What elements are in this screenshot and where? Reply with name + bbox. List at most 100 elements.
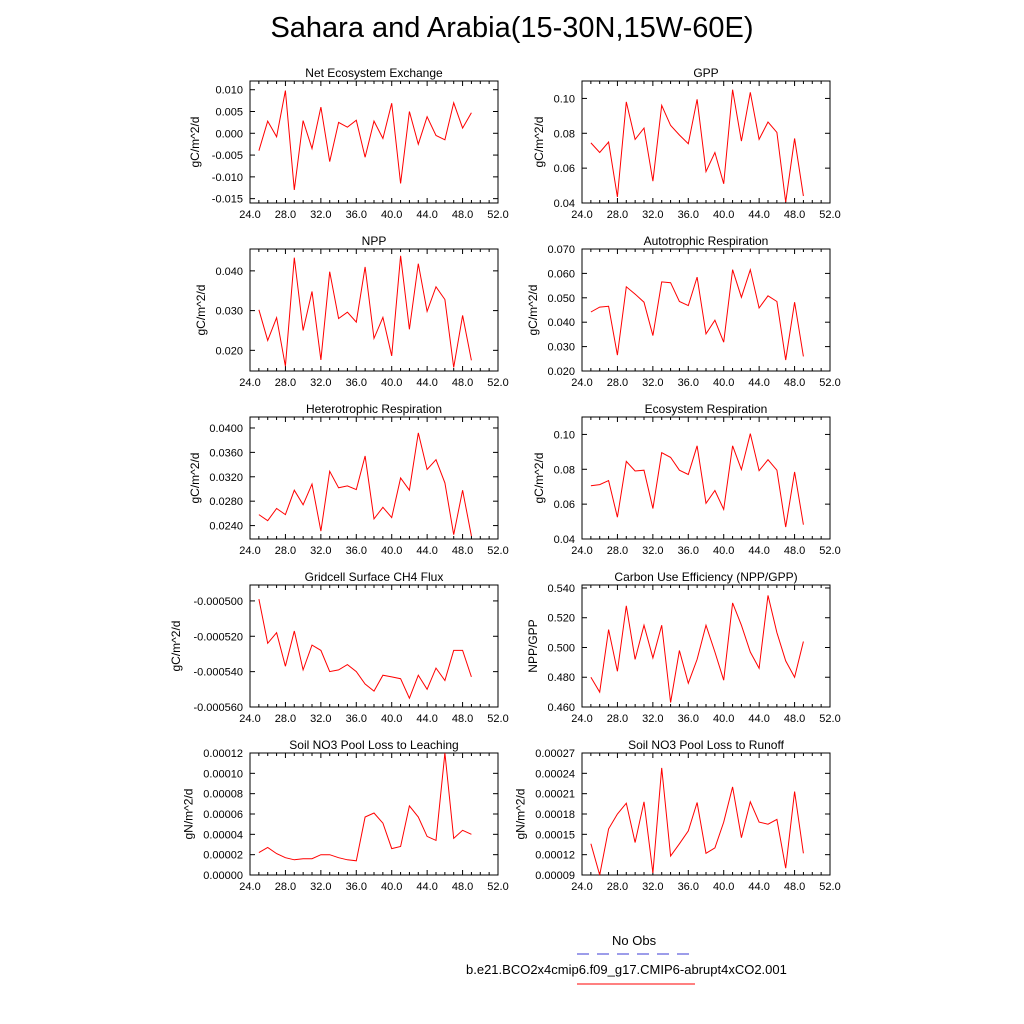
data-point [285,857,286,858]
data-point [391,103,392,104]
x-tick-label: 32.0 [642,881,663,893]
data-point [258,150,259,151]
data-point [617,814,618,815]
data-point [714,152,715,153]
data-point [635,294,636,295]
y-axis-label: gC/m^2/d [188,453,202,504]
x-tick-label: 40.0 [713,377,734,389]
x-tick-label: 28.0 [275,881,296,893]
data-point [391,676,392,677]
data-point [347,127,348,128]
y-tick-label: 0.08 [554,128,575,140]
data-point [453,650,454,651]
data-point [670,856,671,857]
x-tick-label: 32.0 [310,209,331,221]
y-tick-label: -0.000560 [193,702,243,714]
data-point [312,484,313,485]
data-point [338,487,339,488]
data-point [608,480,609,481]
data-point [294,490,295,491]
data-point [776,470,777,471]
data-point [267,340,268,341]
data-point [644,625,645,626]
data-point [329,671,330,672]
data-point [462,315,463,316]
plot-frame [581,248,831,372]
y-tick-label: 0.030 [547,342,575,354]
data-point [785,360,786,361]
data-point [670,702,671,703]
data-point [626,101,627,102]
x-tick-label: 36.0 [678,209,699,221]
data-point [356,671,357,672]
data-point [471,535,472,536]
y-axis-label: gC/m^2/d [532,453,546,504]
chart-panel-1: Net Ecosystem Exchange 24.0 28.0 32.0 36.0 40… [188,66,509,221]
x-tick-label: 36.0 [678,377,699,389]
y-tick-label: 0.00012 [203,748,243,760]
y-tick-label: 0.010 [215,85,243,97]
data-point [750,433,751,434]
data-point [391,517,392,518]
y-tick-label: 0.10 [554,429,575,441]
legend-model-label: b.e21.BCO2x4cmip6.f09_g17.CMIP6-abrupt4x… [466,962,787,977]
x-tick-label: 52.0 [487,545,508,557]
data-point [294,189,295,190]
y-tick-label: -0.015 [212,194,243,206]
data-point [267,121,268,122]
y-tick-label: 0.00009 [535,870,575,882]
chart-panel-2: GPP 24.0 28.0 32.0 36.0 40.0 44.0 48.0 52.0 0.04 0… [532,66,841,221]
x-tick-label: 52.0 [487,377,508,389]
y-tick-label: 0.00018 [535,809,575,821]
y-tick-label: 0.480 [547,672,575,684]
data-point [723,680,724,681]
series-line [590,595,804,703]
data-point [732,602,733,603]
y-tick-label: 0.020 [547,366,575,378]
x-tick-label: 32.0 [642,713,663,725]
x-tick-label: 32.0 [642,545,663,557]
y-tick-label: 0.050 [547,293,575,305]
data-point [670,282,671,283]
data-point [462,128,463,129]
data-point [803,524,804,525]
data-point [599,307,600,308]
x-tick-label: 32.0 [310,377,331,389]
data-point [329,854,330,855]
data-point [768,595,769,596]
data-point [365,266,366,267]
data-point [599,152,600,153]
data-point [258,852,259,853]
data-point [732,89,733,90]
data-point [312,148,313,149]
data-point [462,830,463,831]
data-point [768,459,769,460]
y-tick-label: 0.00008 [203,789,243,801]
data-point [635,139,636,140]
data-point [374,812,375,813]
x-tick-label: 48.0 [452,545,473,557]
data-point [759,822,760,823]
x-tick-label: 36.0 [346,545,367,557]
data-point [706,503,707,504]
data-point [794,138,795,139]
data-point [626,605,627,606]
data-point [741,837,742,838]
data-point [374,691,375,692]
y-axis-label: NPP/GPP [526,619,540,672]
y-tick-label: 0.0320 [209,472,243,484]
y-tick-label: 0.0280 [209,496,243,508]
data-point [444,753,445,754]
data-point [768,824,769,825]
x-tick-label: 32.0 [642,377,663,389]
x-tick-label: 40.0 [713,545,734,557]
x-tick-label: 24.0 [239,545,260,557]
data-point [365,456,366,457]
data-point [732,269,733,270]
data-point [303,858,304,859]
y-tick-label: 0.04 [554,198,575,210]
x-tick-label: 52.0 [819,209,840,221]
y-tick-label: 0.0360 [209,447,243,459]
x-tick-label: 28.0 [607,377,628,389]
